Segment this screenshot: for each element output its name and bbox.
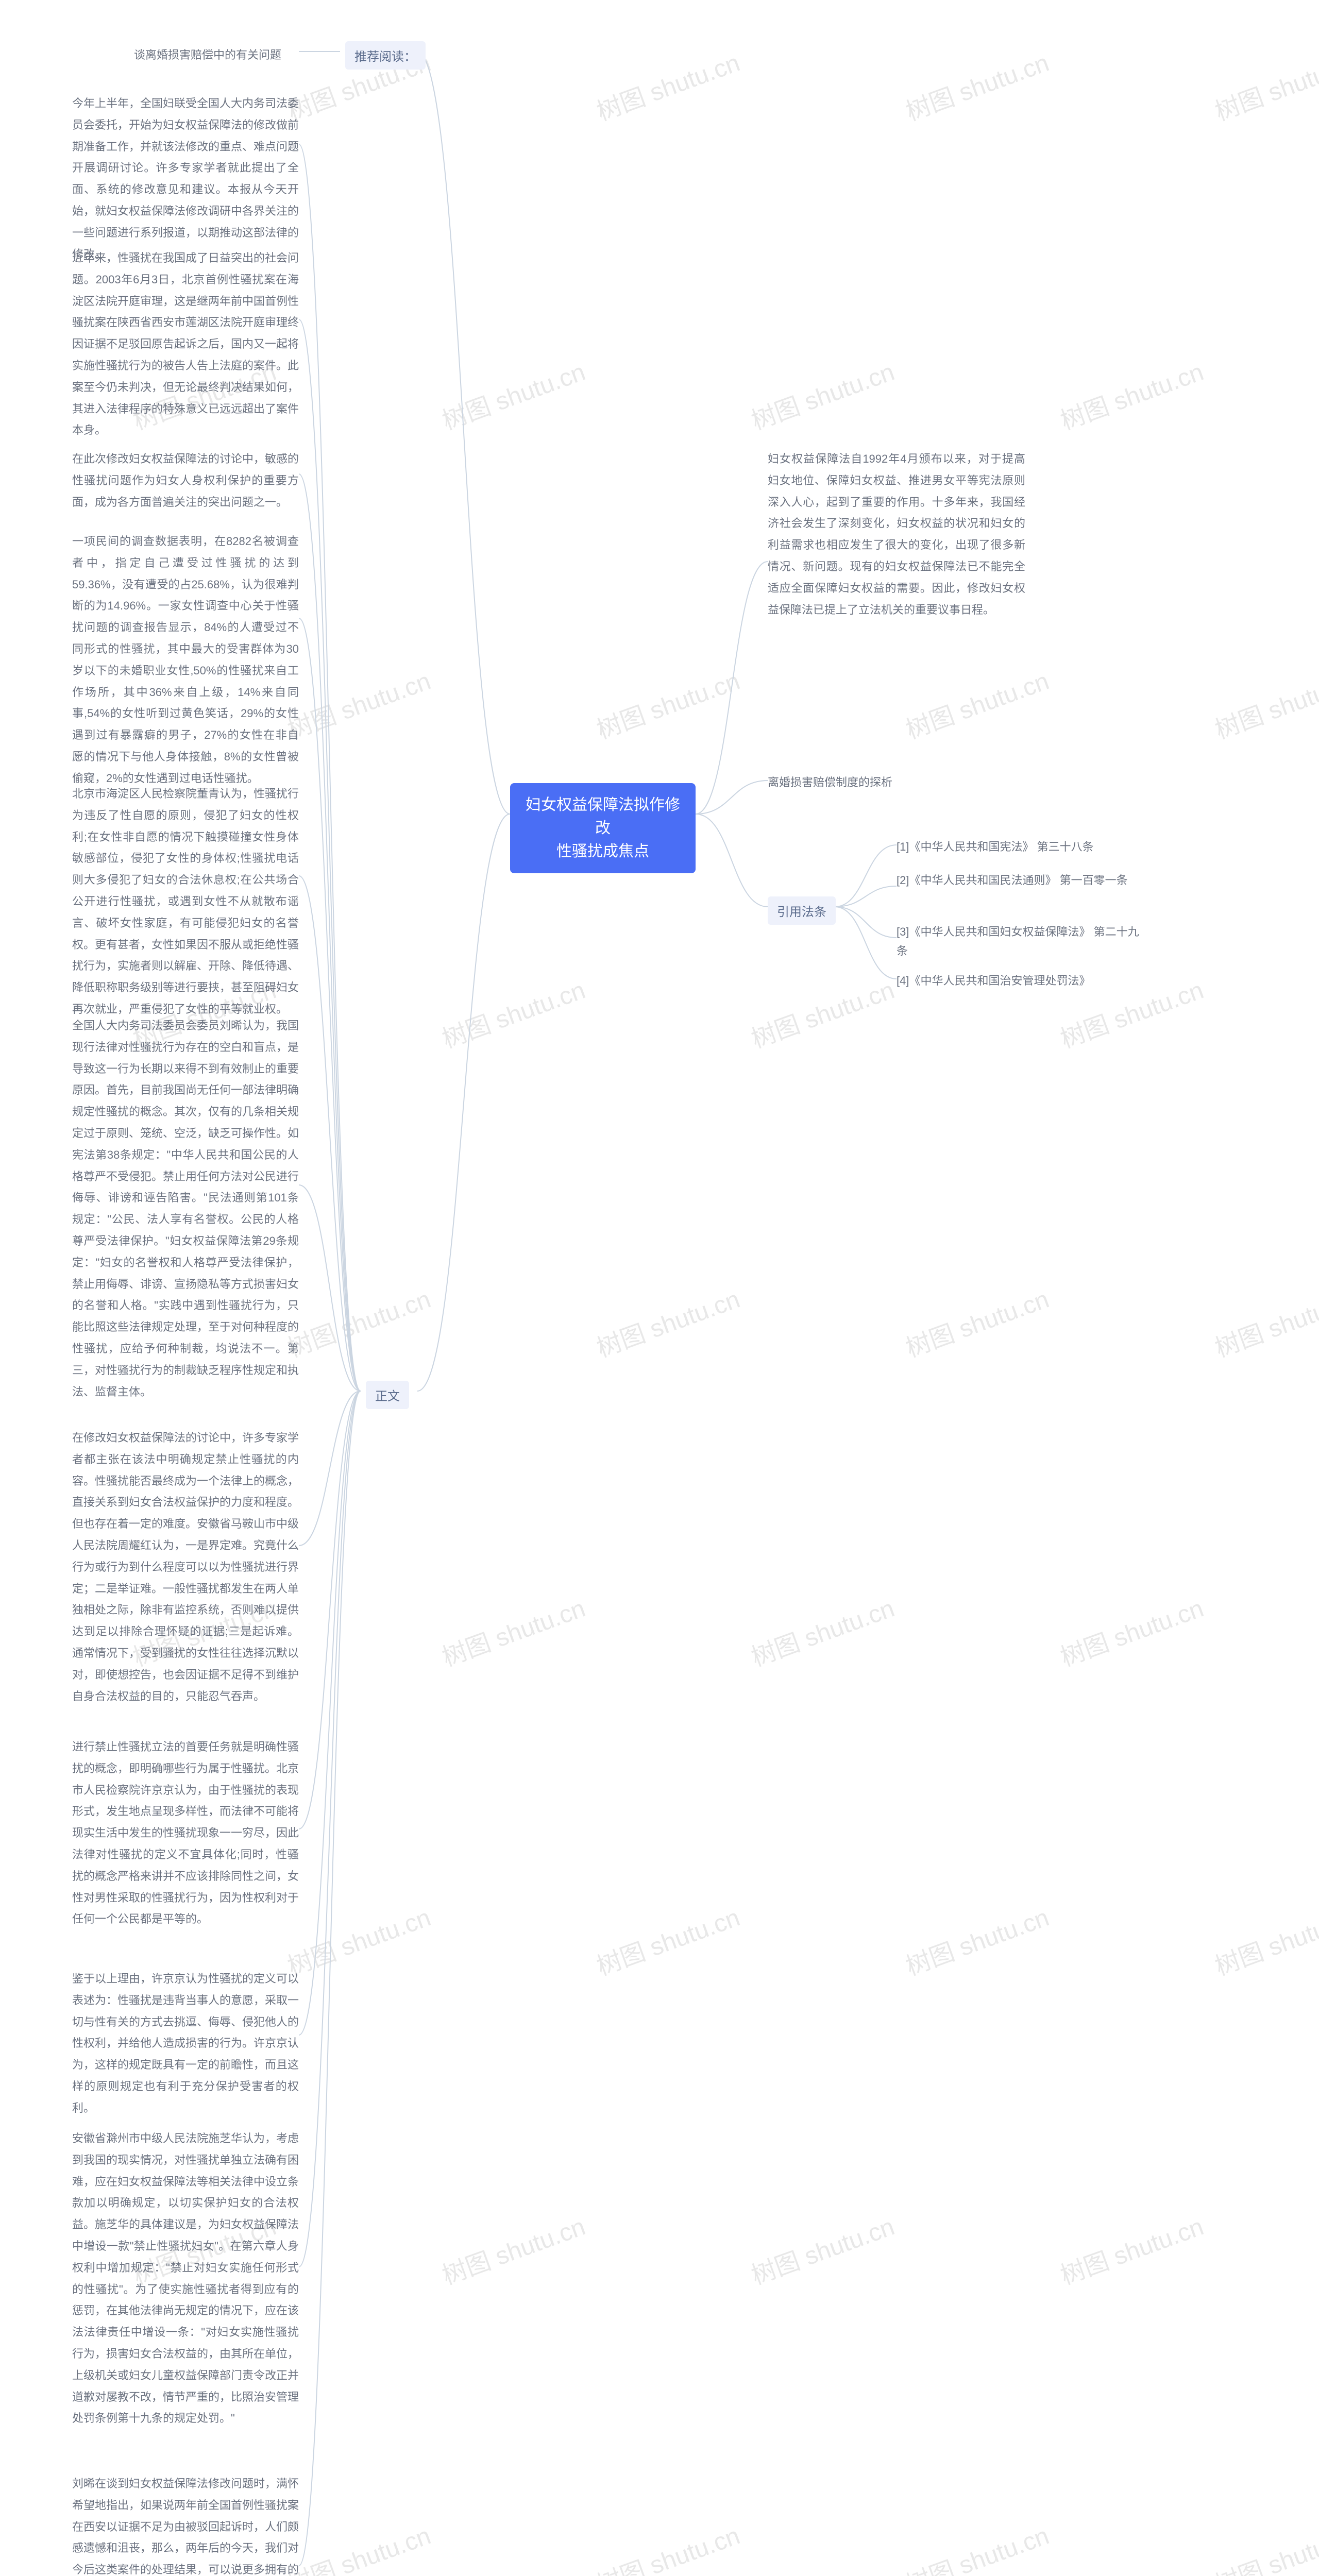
body-paragraph: 在此次修改妇女权益保障法的讨论中，敏感的性骚扰问题作为妇女人身权利保护的重要方面…: [72, 448, 299, 513]
citation-item[interactable]: [4]《中华人民共和国治安管理处罚法》: [897, 971, 1090, 990]
body-label[interactable]: 正文: [366, 1381, 409, 1409]
body-paragraph: 在修改妇女权益保障法的讨论中，许多专家学者都主张在该法中明确规定禁止性骚扰的内容…: [72, 1427, 299, 1707]
body-paragraph: 一项民间的调查数据表明，在8282名被调查者中，指定自己遭受过性骚扰的达到59.…: [72, 531, 299, 789]
body-paragraph: 今年上半年，全国妇联受全国人大内务司法委员会委托，开始为妇女权益保障法的修改做前…: [72, 93, 299, 265]
recommend-item[interactable]: 谈离婚损害赔偿中的有关问题: [134, 45, 281, 64]
root-title-line1: 妇女权益保障法拟作修改: [525, 793, 681, 840]
citation-item[interactable]: [3]《中华人民共和国妇女权益保障法》 第二十九条: [897, 922, 1144, 961]
citation-item[interactable]: [1]《中华人民共和国宪法》 第三十八条: [897, 837, 1094, 856]
recommend-label[interactable]: 推荐阅读：: [345, 41, 426, 70]
body-paragraph: 刘晞在谈到妇女权益保障法修改问题时，满怀希望地指出，如果说两年前全国首例性骚扰案…: [72, 2473, 299, 2576]
body-paragraph: 北京市海淀区人民检察院董青认为，性骚扰行为违反了性自愿的原则，侵犯了妇女的性权利…: [72, 783, 299, 1020]
summary-box: 妇女权益保障法自1992年4月颁布以来，对于提高妇女地位、保障妇女权益、推进男女…: [768, 448, 1025, 620]
divorce-branch[interactable]: 离婚损害赔偿制度的探析: [768, 773, 892, 792]
body-paragraph: 近年来，性骚扰在我国成了日益突出的社会问题。2003年6月3日，北京首例性骚扰案…: [72, 247, 299, 441]
body-paragraph: 鉴于以上理由，许京京认为性骚扰的定义可以表述为：性骚扰是违背当事人的意愿，采取一…: [72, 1968, 299, 2119]
body-paragraph: 安徽省滁州市中级人民法院施芝华认为，考虑到我国的现实情况，对性骚扰单独立法确有困…: [72, 2128, 299, 2429]
citation-item[interactable]: [2]《中华人民共和国民法通则》 第一百零一条: [897, 871, 1144, 890]
root-title-line2: 性骚扰成焦点: [525, 840, 681, 863]
citations-label[interactable]: 引用法条: [768, 896, 836, 925]
body-paragraph: 进行禁止性骚扰立法的首要任务就是明确性骚扰的概念，即明确哪些行为属于性骚扰。北京…: [72, 1736, 299, 1930]
body-paragraph: 全国人大内务司法委员会委员刘晞认为，我国现行法律对性骚扰行为存在的空白和盲点，是…: [72, 1015, 299, 1402]
root-node[interactable]: 妇女权益保障法拟作修改 性骚扰成焦点: [510, 783, 696, 873]
